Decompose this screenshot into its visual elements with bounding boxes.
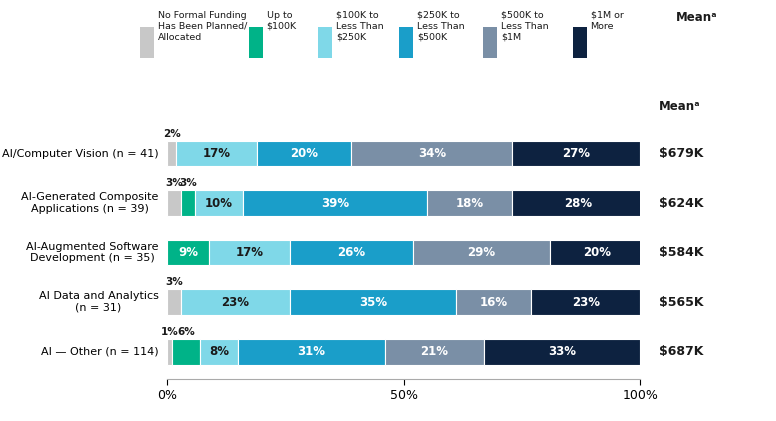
Bar: [484, 339, 640, 365]
Bar: [550, 240, 645, 266]
FancyBboxPatch shape: [318, 27, 332, 58]
Text: 39%: 39%: [320, 197, 349, 210]
Text: $679K: $679K: [659, 147, 704, 160]
Bar: [167, 339, 171, 365]
Text: 3%: 3%: [165, 178, 183, 188]
Bar: [512, 190, 645, 216]
Text: 9%: 9%: [178, 246, 198, 259]
Bar: [167, 240, 210, 266]
Text: 18%: 18%: [456, 197, 484, 210]
FancyBboxPatch shape: [400, 27, 414, 58]
Bar: [196, 190, 243, 216]
Text: $100K to
Less Than
$250K: $100K to Less Than $250K: [336, 11, 384, 42]
Text: Up to
$100K: Up to $100K: [266, 11, 296, 31]
Bar: [290, 289, 456, 315]
Bar: [385, 339, 484, 365]
Bar: [167, 289, 181, 315]
Bar: [413, 240, 550, 266]
Text: No Formal Funding
Has Been Planned/
Allocated: No Formal Funding Has Been Planned/ Allo…: [158, 11, 247, 42]
Bar: [352, 141, 512, 166]
Text: 23%: 23%: [221, 296, 249, 309]
Text: 10%: 10%: [205, 197, 233, 210]
Text: 20%: 20%: [290, 147, 318, 160]
FancyBboxPatch shape: [483, 27, 497, 58]
Text: Meanᵃ: Meanᵃ: [659, 101, 701, 113]
Text: 34%: 34%: [417, 147, 446, 160]
Bar: [210, 240, 290, 266]
FancyBboxPatch shape: [248, 27, 262, 58]
Text: 21%: 21%: [421, 345, 449, 358]
Text: 3%: 3%: [165, 277, 183, 287]
Bar: [200, 339, 237, 365]
Text: $250K to
Less Than
$500K: $250K to Less Than $500K: [417, 11, 465, 42]
Text: 16%: 16%: [480, 296, 508, 309]
Bar: [257, 141, 352, 166]
Text: 6%: 6%: [177, 327, 195, 337]
FancyBboxPatch shape: [573, 27, 587, 58]
Text: $565K: $565K: [659, 296, 704, 309]
Bar: [512, 141, 640, 166]
Text: 27%: 27%: [563, 147, 591, 160]
Text: 29%: 29%: [468, 246, 496, 259]
Text: $500K to
Less Than
$1M: $500K to Less Than $1M: [501, 11, 549, 42]
Bar: [290, 240, 413, 266]
Bar: [176, 141, 257, 166]
Bar: [181, 289, 290, 315]
Bar: [167, 141, 176, 166]
Text: 33%: 33%: [548, 345, 576, 358]
Text: 17%: 17%: [203, 147, 230, 160]
Bar: [532, 289, 640, 315]
Text: Meanᵃ: Meanᵃ: [676, 11, 718, 24]
Bar: [171, 339, 200, 365]
Bar: [243, 190, 427, 216]
Bar: [181, 190, 196, 216]
Text: 20%: 20%: [584, 246, 611, 259]
Bar: [237, 339, 385, 365]
Text: $687K: $687K: [659, 345, 704, 358]
Text: 2%: 2%: [163, 129, 181, 139]
Bar: [456, 289, 532, 315]
Text: 35%: 35%: [359, 296, 386, 309]
Text: 17%: 17%: [236, 246, 264, 259]
Text: 31%: 31%: [297, 345, 325, 358]
Text: $1M or
More: $1M or More: [591, 11, 623, 31]
Text: 23%: 23%: [572, 296, 600, 309]
FancyBboxPatch shape: [140, 27, 154, 58]
Text: 1%: 1%: [161, 327, 178, 337]
Text: 28%: 28%: [565, 197, 593, 210]
Text: $584K: $584K: [659, 246, 704, 259]
Text: $624K: $624K: [659, 197, 704, 210]
Text: 26%: 26%: [338, 246, 365, 259]
Bar: [167, 190, 181, 216]
Text: 3%: 3%: [179, 178, 197, 188]
Text: 8%: 8%: [209, 345, 229, 358]
Bar: [427, 190, 512, 216]
